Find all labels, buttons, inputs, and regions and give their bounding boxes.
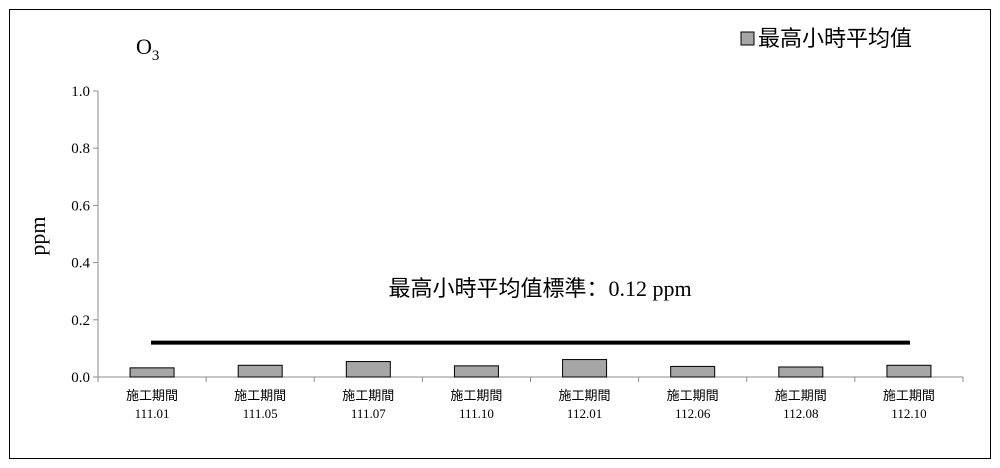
x-tick-label: 施工期間 [559, 388, 611, 403]
x-tick-label: 施工期間 [667, 388, 719, 403]
bar [778, 366, 824, 378]
bars [129, 359, 932, 378]
bar [237, 364, 283, 378]
x-ticks: 施工期間 111.01 施工期間 111.05 施工期間 111.07 施工期間 111.10… [97, 377, 964, 421]
bar [562, 359, 608, 378]
x-tick-label: 施工期間 [775, 388, 827, 403]
bar [345, 361, 391, 378]
chart-title-subscript: 3 [152, 48, 160, 64]
x-tick-label: 施工期間 [342, 388, 394, 403]
legend: 最高小時平均值 [740, 26, 912, 51]
x-tick-label: 111.05 [243, 406, 278, 421]
y-ticks: 0.0 0.2 0.4 0.6 0.8 1.0 [71, 84, 98, 386]
x-tick-label: 施工期間 [126, 388, 178, 403]
chart-border [9, 9, 991, 459]
y-tick-label: 0.6 [71, 198, 90, 214]
x-tick-label: 112.08 [783, 406, 818, 421]
chart-title: O3 [136, 34, 159, 64]
legend-swatch [740, 31, 755, 46]
x-tick-label: 111.10 [459, 406, 494, 421]
x-tick-label: 111.07 [351, 406, 386, 421]
x-tick-label: 施工期間 [883, 388, 935, 403]
y-axis-label: ppm [25, 216, 50, 255]
y-tick-label: 0.2 [71, 313, 90, 329]
bar [886, 364, 932, 378]
x-tick-label: 112.10 [891, 406, 926, 421]
x-tick-label: 施工期間 [450, 388, 502, 403]
x-tick-label: 施工期間 [234, 388, 286, 403]
x-tick-label: 111.01 [135, 406, 170, 421]
reference-line-label: 最高小時平均值標準：0.12 ppm [388, 276, 691, 301]
x-tick-label: 112.01 [567, 406, 602, 421]
chart-title-main: O [136, 34, 152, 59]
y-tick-label: 1.0 [71, 84, 90, 100]
bar [670, 365, 716, 378]
bar [453, 365, 499, 378]
y-tick-label: 0.0 [71, 370, 90, 386]
bar [129, 367, 175, 378]
y-tick-label: 0.4 [71, 256, 90, 272]
legend-label: 最高小時平均值 [758, 26, 912, 51]
x-tick-label: 112.06 [675, 406, 711, 421]
y-tick-label: 0.8 [71, 141, 90, 157]
